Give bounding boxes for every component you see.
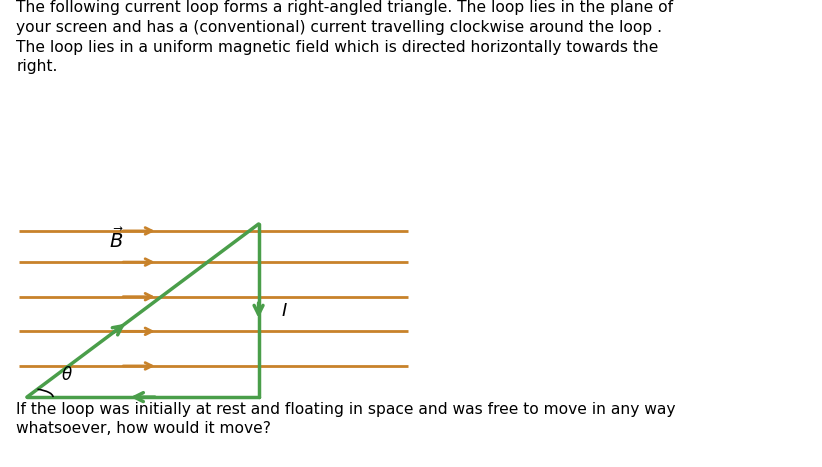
Text: $\theta$: $\theta$	[61, 366, 72, 383]
Text: If the loop was initially at rest and floating in space and was free to move in : If the loop was initially at rest and fl…	[16, 402, 676, 437]
Text: The following current loop forms a right-angled triangle. The loop lies in the p: The following current loop forms a right…	[16, 0, 673, 74]
Text: $\vec{B}$: $\vec{B}$	[109, 227, 124, 252]
Text: $I$: $I$	[281, 302, 288, 319]
